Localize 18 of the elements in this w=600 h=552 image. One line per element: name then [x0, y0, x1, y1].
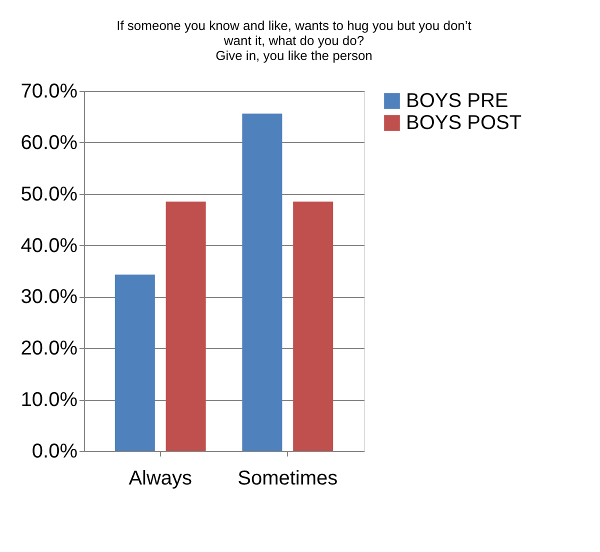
y-tick-label: 40.0%: [20, 234, 78, 257]
x-tick-label: Sometimes: [238, 468, 338, 490]
bar: [166, 202, 206, 451]
legend-label: BOYS PRE: [406, 90, 508, 112]
y-tick-label: 60.0%: [20, 132, 78, 154]
y-tick-label: 20.0%: [20, 338, 78, 360]
x-tick-label: Always: [128, 468, 192, 490]
y-tick-label: 10.0%: [20, 389, 78, 412]
y-tick-label: 50.0%: [20, 183, 78, 206]
bar: [242, 114, 282, 451]
y-tick-label: 0.0%: [32, 440, 78, 462]
y-tick-label: 30.0%: [20, 286, 78, 308]
chart-subtitle: Give in, you like the person: [216, 48, 372, 63]
bar: [114, 274, 155, 451]
y-tick-label: 70.0%: [20, 80, 78, 102]
bar: [293, 202, 334, 451]
legend-label: BOYS POST: [406, 112, 522, 134]
chart-title: If someone you know and like, wants to hug you but you don’t want it, what do you do?: [116, 18, 472, 48]
